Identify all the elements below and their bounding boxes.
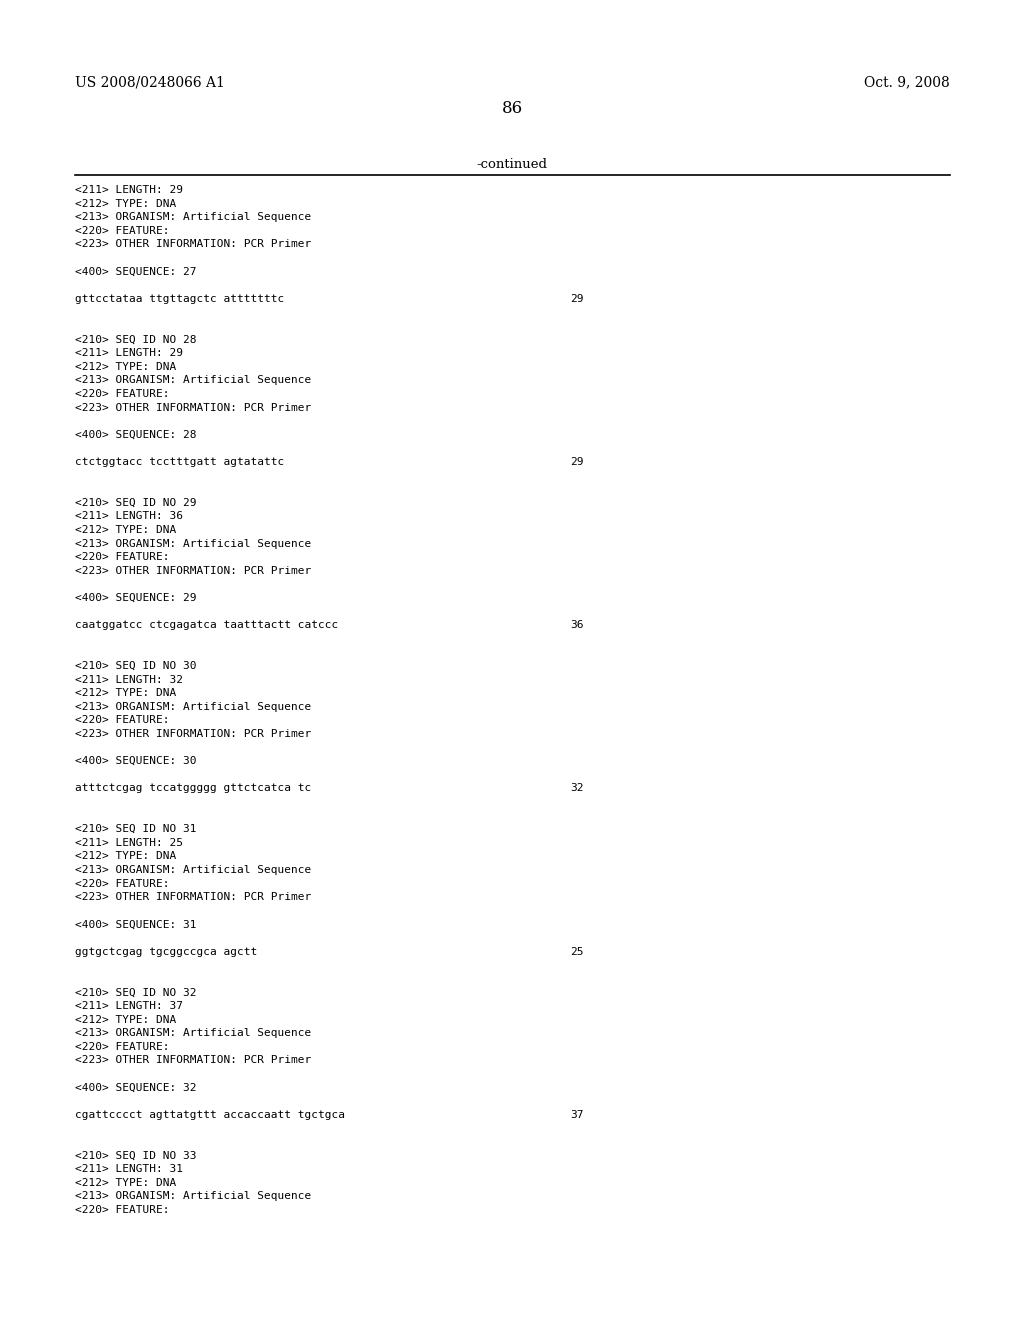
Text: <211> LENGTH: 32: <211> LENGTH: 32: [75, 675, 183, 685]
Text: <220> FEATURE:: <220> FEATURE:: [75, 879, 170, 888]
Text: <213> ORGANISM: Artificial Sequence: <213> ORGANISM: Artificial Sequence: [75, 702, 311, 711]
Text: cgattcccct agttatgttt accaccaatt tgctgca: cgattcccct agttatgttt accaccaatt tgctgca: [75, 1110, 345, 1119]
Text: <223> OTHER INFORMATION: PCR Primer: <223> OTHER INFORMATION: PCR Primer: [75, 566, 311, 576]
Text: <223> OTHER INFORMATION: PCR Primer: <223> OTHER INFORMATION: PCR Primer: [75, 729, 311, 739]
Text: Oct. 9, 2008: Oct. 9, 2008: [864, 75, 950, 88]
Text: ctctggtacc tcctttgatt agtatattc: ctctggtacc tcctttgatt agtatattc: [75, 457, 285, 467]
Text: <400> SEQUENCE: 29: <400> SEQUENCE: 29: [75, 593, 197, 603]
Text: <220> FEATURE:: <220> FEATURE:: [75, 552, 170, 562]
Text: <211> LENGTH: 29: <211> LENGTH: 29: [75, 348, 183, 358]
Text: 32: 32: [570, 783, 584, 793]
Text: 29: 29: [570, 294, 584, 304]
Text: <210> SEQ ID NO 30: <210> SEQ ID NO 30: [75, 661, 197, 671]
Text: <400> SEQUENCE: 30: <400> SEQUENCE: 30: [75, 756, 197, 766]
Text: <211> LENGTH: 36: <211> LENGTH: 36: [75, 511, 183, 521]
Text: <210> SEQ ID NO 32: <210> SEQ ID NO 32: [75, 987, 197, 998]
Text: <400> SEQUENCE: 32: <400> SEQUENCE: 32: [75, 1082, 197, 1093]
Text: 25: 25: [570, 946, 584, 957]
Text: US 2008/0248066 A1: US 2008/0248066 A1: [75, 75, 225, 88]
Text: <212> TYPE: DNA: <212> TYPE: DNA: [75, 198, 176, 209]
Text: <211> LENGTH: 31: <211> LENGTH: 31: [75, 1164, 183, 1175]
Text: <220> FEATURE:: <220> FEATURE:: [75, 1041, 170, 1052]
Text: <210> SEQ ID NO 31: <210> SEQ ID NO 31: [75, 824, 197, 834]
Text: caatggatcc ctcgagatca taatttactt catccc: caatggatcc ctcgagatca taatttactt catccc: [75, 620, 338, 630]
Text: ggtgctcgag tgcggccgca agctt: ggtgctcgag tgcggccgca agctt: [75, 946, 257, 957]
Text: atttctcgag tccatggggg gttctcatca tc: atttctcgag tccatggggg gttctcatca tc: [75, 783, 311, 793]
Text: <223> OTHER INFORMATION: PCR Primer: <223> OTHER INFORMATION: PCR Primer: [75, 403, 311, 413]
Text: 29: 29: [570, 457, 584, 467]
Text: <212> TYPE: DNA: <212> TYPE: DNA: [75, 525, 176, 535]
Text: <211> LENGTH: 25: <211> LENGTH: 25: [75, 838, 183, 847]
Text: <220> FEATURE:: <220> FEATURE:: [75, 389, 170, 399]
Text: <213> ORGANISM: Artificial Sequence: <213> ORGANISM: Artificial Sequence: [75, 865, 311, 875]
Text: <213> ORGANISM: Artificial Sequence: <213> ORGANISM: Artificial Sequence: [75, 1028, 311, 1039]
Text: <223> OTHER INFORMATION: PCR Primer: <223> OTHER INFORMATION: PCR Primer: [75, 1056, 311, 1065]
Text: <212> TYPE: DNA: <212> TYPE: DNA: [75, 362, 176, 372]
Text: <220> FEATURE:: <220> FEATURE:: [75, 715, 170, 726]
Text: <213> ORGANISM: Artificial Sequence: <213> ORGANISM: Artificial Sequence: [75, 539, 311, 549]
Text: <400> SEQUENCE: 28: <400> SEQUENCE: 28: [75, 430, 197, 440]
Text: <213> ORGANISM: Artificial Sequence: <213> ORGANISM: Artificial Sequence: [75, 1192, 311, 1201]
Text: <212> TYPE: DNA: <212> TYPE: DNA: [75, 1015, 176, 1024]
Text: <212> TYPE: DNA: <212> TYPE: DNA: [75, 688, 176, 698]
Text: <400> SEQUENCE: 27: <400> SEQUENCE: 27: [75, 267, 197, 277]
Text: <212> TYPE: DNA: <212> TYPE: DNA: [75, 1177, 176, 1188]
Text: <213> ORGANISM: Artificial Sequence: <213> ORGANISM: Artificial Sequence: [75, 213, 311, 222]
Text: <223> OTHER INFORMATION: PCR Primer: <223> OTHER INFORMATION: PCR Primer: [75, 892, 311, 902]
Text: <213> ORGANISM: Artificial Sequence: <213> ORGANISM: Artificial Sequence: [75, 375, 311, 385]
Text: <211> LENGTH: 29: <211> LENGTH: 29: [75, 185, 183, 195]
Text: <400> SEQUENCE: 31: <400> SEQUENCE: 31: [75, 920, 197, 929]
Text: <210> SEQ ID NO 29: <210> SEQ ID NO 29: [75, 498, 197, 508]
Text: <211> LENGTH: 37: <211> LENGTH: 37: [75, 1001, 183, 1011]
Text: <210> SEQ ID NO 28: <210> SEQ ID NO 28: [75, 334, 197, 345]
Text: 36: 36: [570, 620, 584, 630]
Text: 37: 37: [570, 1110, 584, 1119]
Text: gttcctataa ttgttagctc atttttttc: gttcctataa ttgttagctc atttttttc: [75, 294, 285, 304]
Text: 86: 86: [502, 100, 522, 117]
Text: <220> FEATURE:: <220> FEATURE:: [75, 226, 170, 236]
Text: <220> FEATURE:: <220> FEATURE:: [75, 1205, 170, 1214]
Text: <210> SEQ ID NO 33: <210> SEQ ID NO 33: [75, 1151, 197, 1160]
Text: <223> OTHER INFORMATION: PCR Primer: <223> OTHER INFORMATION: PCR Primer: [75, 239, 311, 249]
Text: -continued: -continued: [476, 158, 548, 172]
Text: <212> TYPE: DNA: <212> TYPE: DNA: [75, 851, 176, 862]
